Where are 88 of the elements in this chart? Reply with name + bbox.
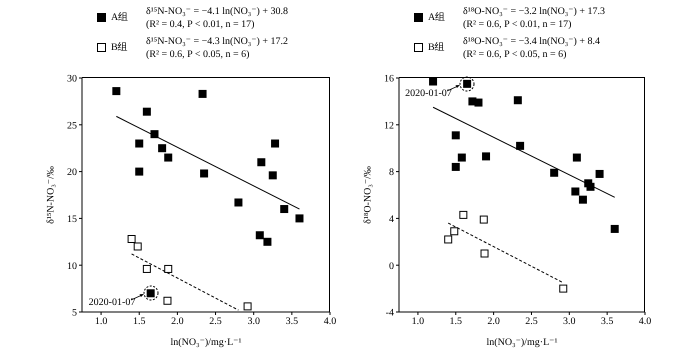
point	[164, 154, 172, 162]
point	[559, 284, 568, 293]
point	[482, 152, 490, 160]
point	[268, 171, 277, 180]
point	[452, 162, 460, 171]
point	[142, 264, 151, 273]
text: (R² = 0.4, P < 0.01, n = 17)	[146, 19, 254, 30]
y-tick-label: 20	[67, 167, 77, 178]
point	[452, 131, 460, 140]
point	[158, 144, 166, 152]
point	[164, 264, 172, 273]
y-tick-label: 15	[67, 214, 77, 225]
point	[257, 158, 266, 166]
text: (R² = 0.6, P < 0.05, n = 6)	[463, 49, 566, 60]
text: δ¹⁵N-NO₃⁻ = −4.3 ln(NO₃⁻) + 17.2	[146, 36, 288, 47]
point	[135, 140, 144, 148]
x-tick-label: 3.0	[563, 316, 576, 328]
text: (R² = 0.6, P < 0.01, n = 17)	[463, 19, 572, 30]
legend-label: B组	[428, 41, 445, 54]
point	[134, 242, 142, 250]
x-tick-label: 2.0	[487, 316, 500, 328]
text: (R² = 0.6, P < 0.05, n = 6)	[146, 49, 250, 60]
x-tick-label: 3.5	[286, 316, 298, 328]
y-tick-label: 0	[389, 260, 394, 272]
point	[244, 302, 252, 310]
point	[198, 90, 207, 98]
y-tick-label: -4	[386, 308, 394, 319]
point	[586, 182, 594, 191]
x-tick-label: 1.0	[412, 316, 424, 328]
x-tick-label: 3.5	[600, 316, 614, 328]
y-axis-title: δ¹⁵N-NO₃⁻/‰	[46, 166, 57, 224]
point	[458, 154, 466, 162]
point	[480, 250, 489, 258]
y-tick-label: 12	[384, 120, 394, 132]
point	[256, 231, 264, 240]
point	[514, 96, 522, 104]
text: δ¹⁸O-NO₃⁻ = −3.4 ln(NO₃⁻) + 8.4	[463, 36, 600, 47]
point	[142, 108, 151, 116]
legend-label: A组	[111, 11, 128, 24]
x-axis-title: ln(NO₃⁻)/mg·L⁻¹	[486, 337, 558, 348]
point	[150, 130, 158, 138]
y-tick-label: 4	[389, 214, 394, 225]
point	[163, 296, 172, 305]
point	[200, 169, 208, 178]
annotation: 2020-01-07	[88, 297, 136, 308]
point	[112, 87, 120, 96]
point	[234, 198, 242, 206]
y-tick-label: 25	[67, 120, 77, 132]
point	[128, 234, 136, 243]
point	[295, 214, 304, 222]
point	[550, 168, 558, 177]
text: δ¹⁸O-NO₃⁻ = −3.2 ln(NO₃⁻) + 17.3	[463, 6, 606, 17]
point	[271, 140, 280, 148]
point	[480, 216, 488, 224]
annotation: 2020-01-07	[405, 88, 452, 99]
point	[578, 196, 587, 204]
legend-label: B组	[111, 41, 128, 54]
y-axis-title: δ¹⁸O-NO₃⁻/‰	[362, 166, 374, 224]
y-tick-label: 10	[67, 260, 77, 272]
text: δ¹⁵N-NO₃⁻ = −4.1 ln(NO₃⁻) + 30.8	[146, 6, 288, 17]
y-tick-label: 30	[67, 74, 77, 85]
y-tick-label: 8	[389, 167, 394, 178]
x-tick-label: 3.0	[247, 316, 260, 328]
x-axis-title: ln(NO₃⁻)/mg·L⁻¹	[170, 337, 242, 348]
point	[263, 238, 272, 246]
point	[596, 170, 604, 178]
x-tick-label: 4.0	[324, 316, 336, 328]
point	[516, 142, 524, 150]
x-tick-label: 2.0	[171, 316, 184, 328]
point	[429, 78, 438, 86]
point	[571, 187, 580, 196]
x-tick-label: 2.5	[525, 316, 538, 328]
point	[572, 154, 581, 162]
point	[610, 224, 619, 233]
y-tick-label: 16	[384, 74, 394, 85]
point	[474, 98, 482, 107]
point	[450, 227, 458, 236]
x-tick-label: 2.5	[209, 316, 222, 328]
y-tick-label: 5	[72, 308, 77, 319]
x-tick-label: 4.0	[638, 316, 652, 328]
x-tick-label: 1.5	[132, 316, 146, 328]
x-tick-label: 1.5	[450, 316, 462, 328]
legend-label: A组	[428, 11, 446, 24]
point	[135, 168, 144, 176]
x-tick-label: 1.0	[94, 316, 108, 328]
point	[280, 205, 288, 214]
point	[459, 210, 468, 219]
point	[444, 235, 452, 244]
